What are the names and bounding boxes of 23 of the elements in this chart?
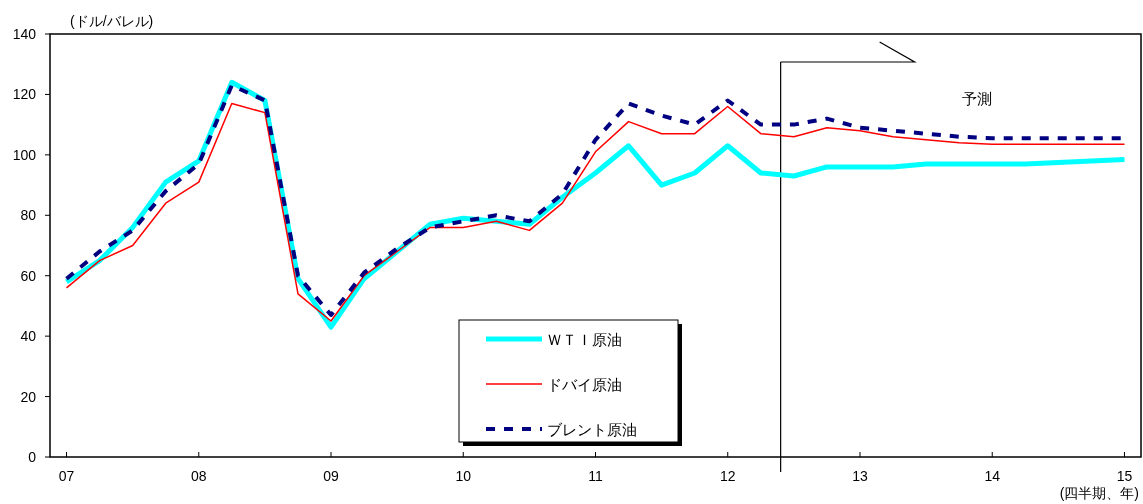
annotation: 予測 bbox=[962, 90, 993, 107]
y-tick-label: 120 bbox=[12, 86, 37, 103]
y-tick-label: 20 bbox=[20, 388, 37, 405]
y-tick-label: 140 bbox=[12, 26, 37, 42]
y-axis-title: (ドル/バレル) bbox=[70, 13, 154, 29]
x-tick-label: 13 bbox=[852, 468, 868, 484]
x-tick-label: 10 bbox=[455, 468, 472, 484]
y-tick-label: 100 bbox=[12, 146, 37, 163]
x-tick-label: 14 bbox=[984, 468, 1001, 484]
x-tick-label: 12 bbox=[719, 468, 736, 484]
y-tick-label: 40 bbox=[20, 328, 37, 345]
x-tick-label: 09 bbox=[323, 468, 340, 484]
legend-label: ＷＴＩ原油 bbox=[547, 331, 622, 348]
y-tick-label: 0 bbox=[28, 449, 37, 465]
y-tick-label: 80 bbox=[20, 207, 37, 224]
legend-label: ドバイ原油 bbox=[547, 376, 622, 393]
x-axis-title: (四半期、年) bbox=[1059, 485, 1139, 501]
x-tick-label: 11 bbox=[588, 468, 603, 484]
x-tick-label: 15 bbox=[1116, 468, 1133, 484]
x-tick-label: 07 bbox=[58, 468, 75, 484]
legend-label: ブレント原油 bbox=[547, 421, 637, 438]
x-tick-label: 08 bbox=[190, 468, 207, 484]
y-tick-label: 60 bbox=[20, 267, 37, 284]
